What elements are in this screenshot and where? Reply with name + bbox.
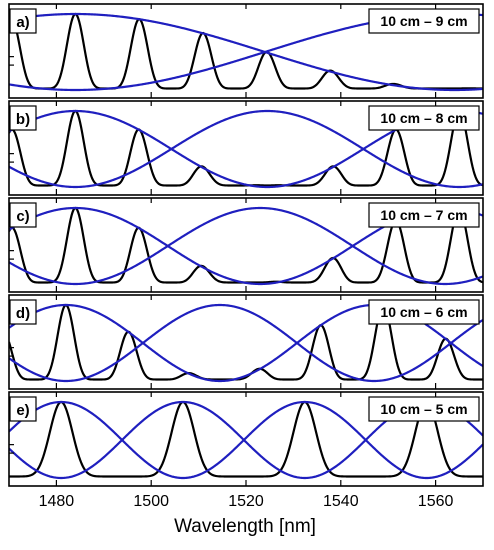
panel-title-box (368, 202, 480, 228)
panel-letter: e) (16, 402, 29, 419)
panel-letter-box (9, 8, 37, 34)
panel-b: b) 10 cm – 8 cm (8, 100, 484, 196)
panel-c: c) 10 cm – 7 cm (8, 197, 484, 293)
transmission-curve (9, 400, 483, 478)
panel-letter-box (9, 299, 37, 325)
panel-title: 10 cm – 6 cm (380, 304, 467, 320)
envelope-curve-2 (9, 206, 483, 286)
panel-letter-box (9, 202, 37, 228)
panel-d: d) 10 cm – 6 cm (8, 294, 484, 390)
x-tick-label: 1540 (323, 493, 359, 510)
panel-title-box (368, 299, 480, 325)
envelope-curve-1 (9, 400, 483, 480)
panels: a) 10 cm – 9 cm b) 10 cm – 8 cm c) 10 cm – 7 … (8, 3, 484, 487)
panel-title: 10 cm – 9 cm (380, 13, 467, 29)
panel-letter: c) (16, 208, 29, 225)
panel-a: a) 10 cm – 9 cm (8, 3, 484, 99)
panel-letter-box (9, 396, 37, 422)
x-tick-label: 1520 (228, 493, 264, 510)
transmission-curve (9, 303, 483, 381)
x-tick-label: 1560 (418, 493, 454, 510)
panel-title: 10 cm – 8 cm (380, 110, 467, 126)
envelope-curve-2 (9, 303, 483, 383)
panel-letter-box (9, 105, 37, 131)
envelope-curve-1 (9, 12, 483, 92)
x-tick-label: 1500 (133, 493, 169, 510)
panel-title-box (368, 8, 480, 34)
panel-letter: a) (16, 14, 29, 31)
panel-title: 10 cm – 5 cm (380, 401, 467, 417)
panel-title-box (368, 105, 480, 131)
x-axis: 1480 1500 1520 1540 1560 (39, 493, 454, 510)
panel-letter: d) (16, 305, 30, 322)
panel-e: e) 10 cm – 5 cm (8, 391, 484, 487)
envelope-curve-2 (9, 109, 483, 189)
panel-letter: b) (16, 111, 30, 128)
x-tick-label: 1480 (39, 493, 75, 510)
x-axis-label: Wavelength [nm] (174, 516, 316, 537)
panel-title-box (368, 396, 480, 422)
panel-title: 10 cm – 7 cm (380, 207, 467, 223)
